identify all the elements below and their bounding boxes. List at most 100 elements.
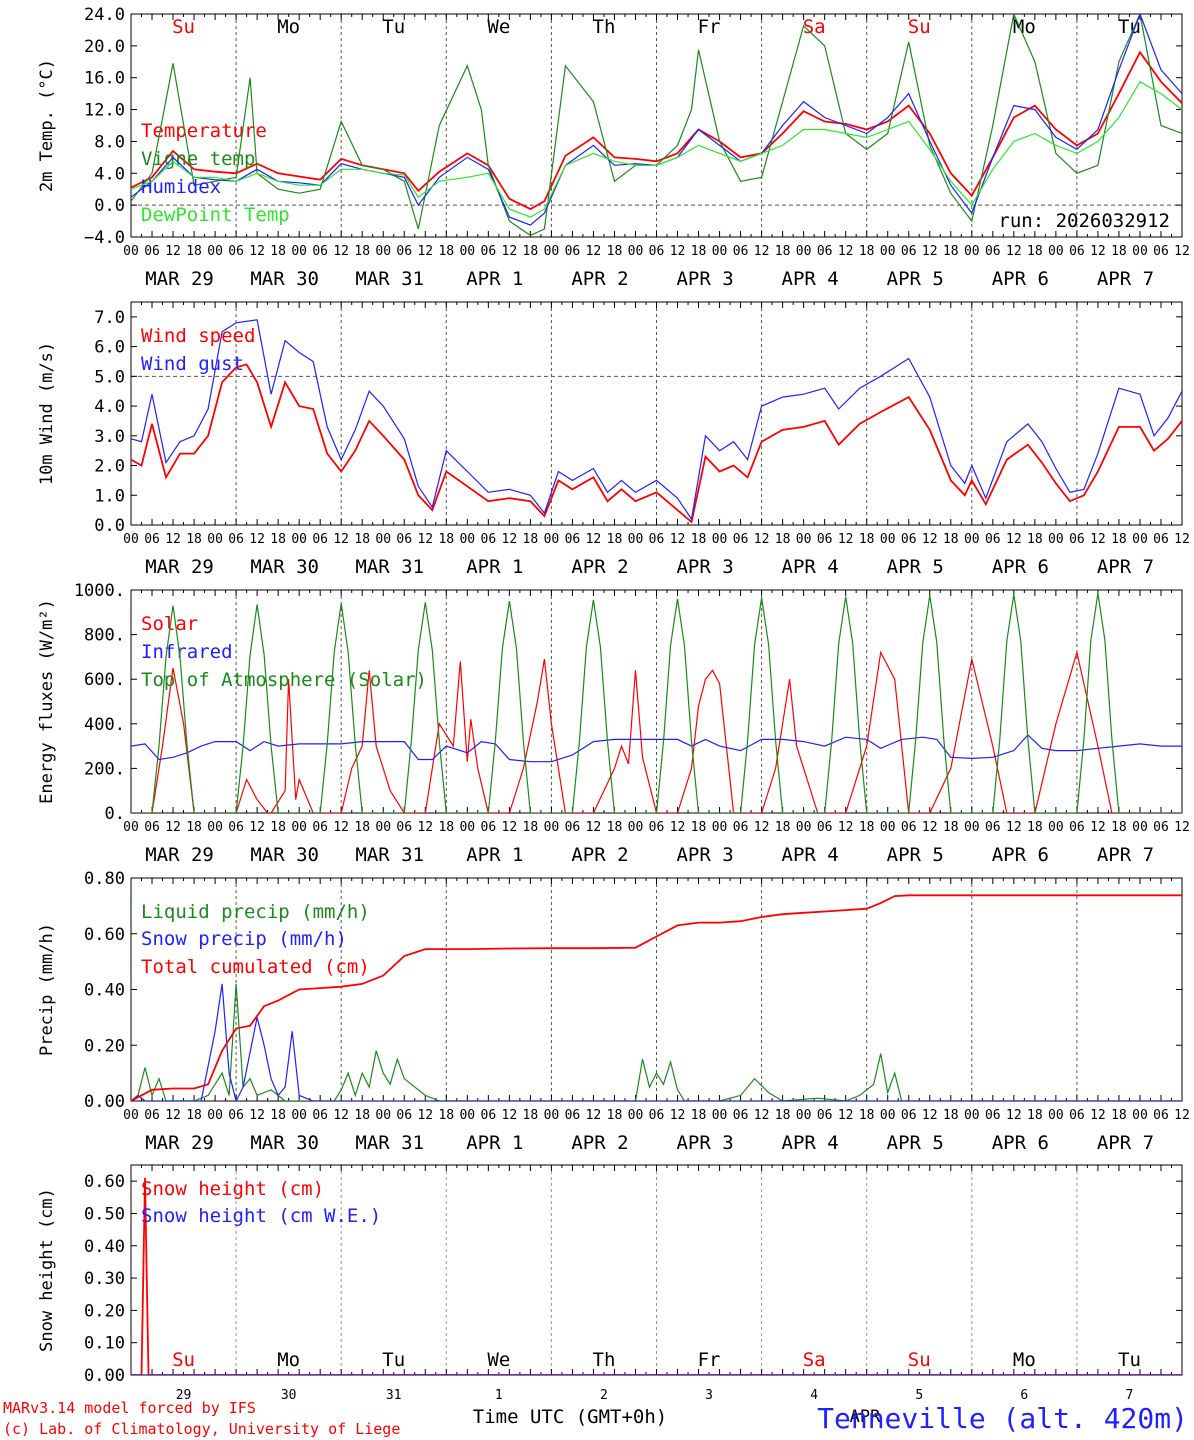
x-hour-label: 12 [502,244,518,259]
weekday-label: Su [908,16,931,38]
legend-entry: Infrared [141,641,233,663]
y-tick-label: 1000. [74,581,125,601]
y-tick-label: 7.0 [94,308,125,328]
date-label: MAR 30 [250,1132,319,1154]
y-tick-label: 200. [84,759,125,779]
x-hour-label: 18 [1027,244,1043,259]
date-label: APR 3 [676,268,733,290]
x-hour-label: 12 [586,244,602,259]
weekday-label: We [487,1349,510,1371]
x-hour-label: 12 [838,1108,854,1123]
x-hour-label: 12 [754,820,770,835]
y-tick-label: 0. [105,804,125,824]
x-hour-label: 18 [859,244,875,259]
x-hour-label: 18 [607,244,623,259]
date-short-label: 2 [600,1388,608,1403]
x-hour-label: 00 [712,1108,728,1123]
x-hour-label: 12 [922,820,938,835]
x-hour-label: 12 [417,244,433,259]
x-hour-label: 06 [985,820,1001,835]
y-tick-label: 4.0 [94,164,125,184]
x-hour-label: 00 [628,1108,644,1123]
x-hour-label: 18 [523,244,539,259]
legend-entry: Temperature [141,120,267,142]
date-label: MAR 30 [250,556,319,578]
weekday-label: Tu [1118,1349,1141,1371]
x-hour-label: 06 [312,820,328,835]
panel-2: 7.06.05.04.03.02.01.00.000 06 12 18 00 06 12 18… [37,301,1190,578]
x-hour-label: 18 [523,1108,539,1123]
x-hour-label: 00 [123,244,139,259]
x-hour-label: 00 [964,820,980,835]
y-tick-label: 16.0 [84,69,125,89]
y-tick-label: 0.80 [84,869,125,889]
x-hour-label: 00 [712,820,728,835]
x-hour-label: 00 [375,1108,391,1123]
y-tick-label: 400. [84,715,125,735]
month-label: APR [850,1407,881,1427]
y-axis-label: 10m Wind (m/s) [37,342,57,485]
date-label: APR 5 [887,268,944,290]
series-line-1 [131,50,1182,211]
x-hour-label: 00 [628,532,644,547]
x-hour-label: 18 [438,244,454,259]
weekday-label: Mo [1013,1349,1036,1371]
x-hour-label: 00 [1132,532,1148,547]
x-hour-label: 18 [354,820,370,835]
weekday-label: Tu [1118,16,1141,38]
x-hour-label: 18 [859,820,875,835]
x-hour-label: 06 [565,532,581,547]
x-hour-label: 18 [775,820,791,835]
x-hour-label: 06 [1069,532,1085,547]
date-short-label: 7 [1126,1388,1134,1403]
x-hour-label: 00 [796,1108,812,1123]
x-hour-label: 00 [1132,820,1148,835]
x-hour-label: 18 [270,244,286,259]
x-hour-label: 12 [670,244,686,259]
x-hour-label: 18 [186,244,202,259]
x-hour-label: 00 [459,532,475,547]
legend-entry: Wind gust [141,353,244,375]
date-label: MAR 29 [145,556,214,578]
x-hour-label: 12 [586,532,602,547]
x-hour-label: 00 [1048,244,1064,259]
y-axis-label: 2m Temp. (°C) [37,59,57,192]
legend-entry: Liquid precip (mm/h) [141,901,370,923]
x-hour-label: 12 [417,820,433,835]
x-hour-label: 06 [985,244,1001,259]
x-hour-label: 12 [1006,532,1022,547]
x-hour-label: 18 [354,244,370,259]
x-hour-label: 18 [1111,1108,1127,1123]
x-hour-label: 06 [1153,244,1169,259]
y-tick-label: 0.40 [84,981,125,1001]
series-line-1 [131,1177,1182,1375]
y-axis-label: Precip (mm/h) [37,923,57,1056]
date-label: APR 7 [1097,844,1154,866]
x-hour-label: 06 [1069,1108,1085,1123]
x-hour-label: 00 [712,532,728,547]
series-line-2 [131,734,1182,763]
date-short-label: 31 [386,1388,402,1403]
date-label: APR 1 [466,844,523,866]
x-hour-label: 18 [186,532,202,547]
x-hour-label: 00 [796,532,812,547]
x-hour-label: 12 [165,244,181,259]
x-hour-label: 00 [291,820,307,835]
y-tick-label: 0.00 [84,1092,125,1112]
x-hour-label: 00 [880,820,896,835]
x-hour-label: 18 [354,532,370,547]
x-hour-label: 12 [922,1108,938,1123]
x-hour-label: 06 [481,1108,497,1123]
x-hour-label: 06 [733,244,749,259]
y-tick-label: 0.60 [84,1172,125,1192]
y-axis-label: Energy fluxes (W/m²) [37,599,57,804]
x-hour-label: 00 [291,244,307,259]
x-hour-label: 06 [733,820,749,835]
date-label: APR 6 [992,1132,1049,1154]
date-label: APR 5 [887,844,944,866]
x-hour-label: 00 [964,532,980,547]
x-hour-label: 06 [1153,1108,1169,1123]
x-hour-label: 06 [985,1108,1001,1123]
x-hour-label: 00 [207,1108,223,1123]
